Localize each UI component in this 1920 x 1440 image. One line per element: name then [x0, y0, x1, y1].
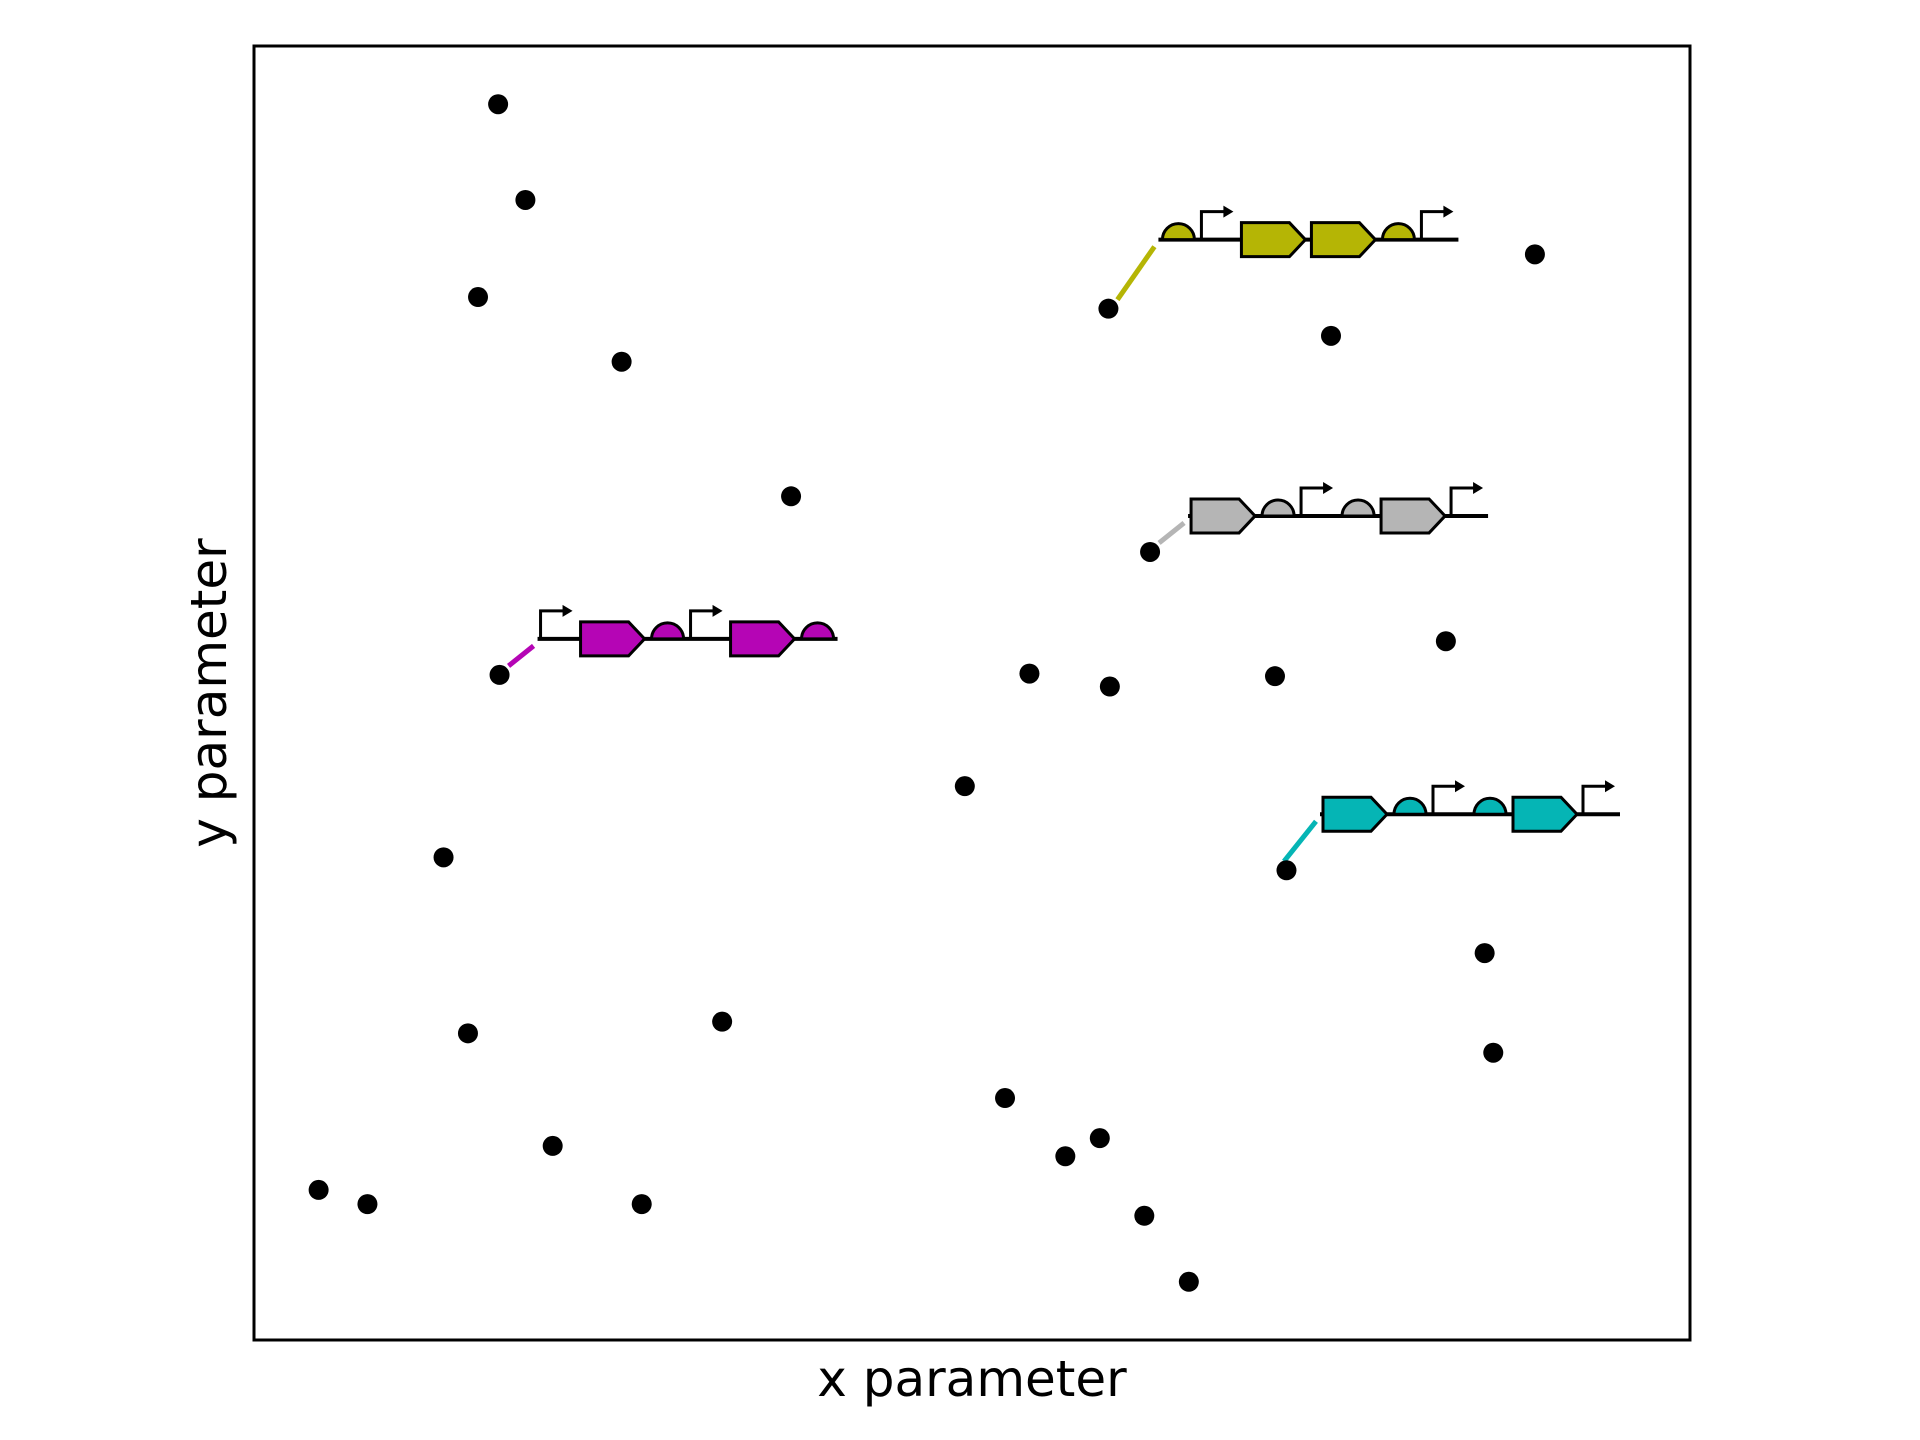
terminator-glyph — [1260, 498, 1296, 518]
promoter-arrowhead — [1604, 780, 1615, 793]
olive-construct — [1115, 205, 1459, 302]
data-point — [489, 664, 510, 685]
data-point — [1178, 1271, 1199, 1292]
promoter-glyph — [689, 609, 715, 639]
promoter-arrowhead — [1473, 481, 1484, 494]
data-point — [488, 94, 509, 115]
data-point — [1474, 943, 1495, 964]
terminator-glyph — [1340, 498, 1376, 518]
promoter-arrowhead — [1454, 780, 1465, 793]
cds-glyph — [1309, 221, 1378, 259]
y-axis-label: y parameter — [180, 538, 238, 848]
cds-glyph — [1511, 795, 1580, 833]
data-point — [1099, 676, 1120, 697]
data-point — [1140, 541, 1161, 562]
data-point — [611, 351, 632, 372]
promoter-glyph — [1419, 210, 1446, 240]
promoter-glyph — [539, 609, 565, 639]
promoter-glyph — [1581, 784, 1607, 815]
data-point — [433, 847, 454, 868]
promoter-arrowhead — [1223, 205, 1234, 218]
cds-glyph — [1239, 221, 1308, 259]
data-point — [995, 1088, 1016, 1109]
points-layer — [308, 94, 1545, 1292]
cds-glyph — [1379, 497, 1448, 535]
terminator-glyph — [1472, 796, 1508, 816]
x-axis-label: x parameter — [817, 1350, 1127, 1408]
magenta-construct — [506, 604, 838, 668]
data-point — [1134, 1205, 1155, 1226]
data-point — [1276, 860, 1297, 881]
terminator-glyph — [650, 621, 686, 641]
promoter-glyph — [1199, 210, 1226, 240]
cds-glyph — [1321, 795, 1390, 833]
promoter-glyph — [1449, 486, 1476, 516]
promoter-arrowhead — [562, 604, 573, 617]
plot-area-frame — [252, 44, 1692, 1342]
connector-line — [506, 643, 536, 668]
data-point — [1524, 244, 1545, 265]
terminator-glyph — [1392, 796, 1428, 816]
data-point — [1089, 1128, 1110, 1149]
teal-construct — [1282, 780, 1620, 863]
data-point — [1264, 666, 1285, 687]
data-point — [308, 1179, 329, 1200]
data-point — [515, 189, 536, 210]
promoter-glyph — [1299, 486, 1326, 516]
data-point — [712, 1011, 733, 1032]
connector-line — [1115, 245, 1157, 302]
data-point — [357, 1194, 378, 1215]
data-point — [542, 1135, 563, 1156]
terminator-glyph — [1380, 222, 1416, 242]
promoter-glyph — [1431, 784, 1457, 815]
data-point — [468, 287, 489, 308]
data-point — [1435, 631, 1456, 652]
data-point — [631, 1194, 652, 1215]
terminator-glyph — [800, 621, 836, 641]
connector-line — [1282, 819, 1318, 863]
terminator-glyph — [1160, 222, 1196, 242]
promoter-arrowhead — [712, 604, 723, 617]
cds-glyph — [1189, 497, 1258, 535]
data-point — [457, 1023, 478, 1044]
connector-line — [1157, 521, 1186, 545]
data-point — [1055, 1146, 1076, 1167]
promoter-arrowhead — [1323, 481, 1334, 494]
cds-glyph — [579, 620, 647, 658]
data-point — [1098, 298, 1119, 319]
data-point — [1483, 1042, 1504, 1063]
data-point — [1019, 663, 1040, 684]
data-point — [1321, 325, 1341, 346]
data-point — [781, 486, 802, 507]
gray-construct — [1157, 481, 1489, 545]
data-point — [954, 776, 975, 797]
promoter-arrowhead — [1443, 205, 1454, 218]
annotation-layer — [506, 205, 1620, 863]
cds-glyph — [729, 620, 797, 658]
